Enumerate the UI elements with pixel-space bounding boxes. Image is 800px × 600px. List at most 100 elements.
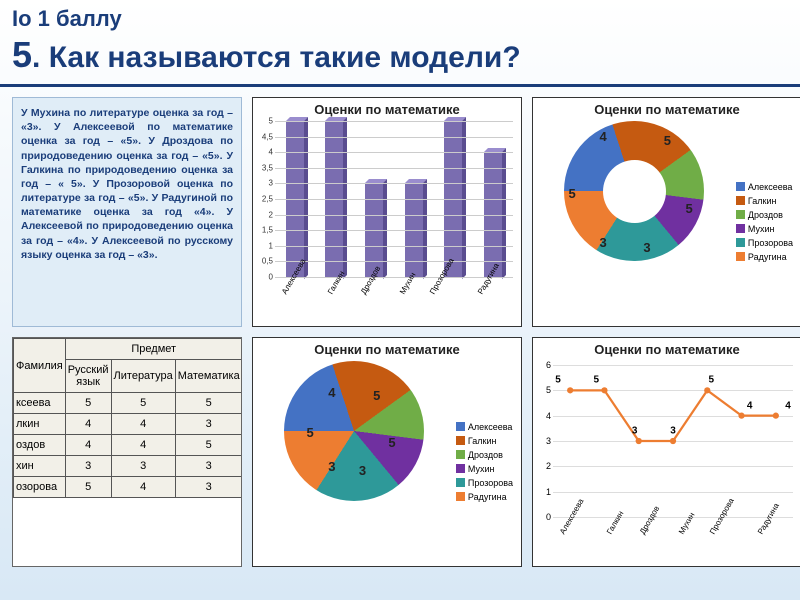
legend-item: Мухин — [456, 464, 513, 474]
bar-ytick: 3,5 — [262, 163, 273, 172]
donut-chart-title: Оценки по математике — [537, 102, 797, 117]
bar-ytick: 4,5 — [262, 132, 273, 141]
legend-label: Прозорова — [748, 238, 793, 248]
legend-item: Мухин — [736, 224, 793, 234]
table-cell: 4 — [65, 414, 111, 435]
legend-label: Алексеева — [748, 182, 793, 192]
slice-label: 5 — [373, 388, 380, 403]
table-row: ксеева555 — [14, 393, 243, 414]
line-ytick: 3 — [546, 436, 551, 446]
line-chart-card: Оценки по математике 0123456 5533544 Але… — [532, 337, 800, 567]
table-cell: 5 — [65, 477, 111, 498]
bar-ytick: 1,5 — [262, 226, 273, 235]
line-point-label: 4 — [785, 400, 791, 411]
bar-chart-title: Оценки по математике — [257, 102, 517, 117]
slice-label: 5 — [307, 425, 314, 440]
table-name-cell: оздов — [14, 435, 66, 456]
table-cell: 3 — [175, 477, 242, 498]
table-cell: 3 — [175, 456, 242, 477]
table-name-cell: озорова — [14, 477, 66, 498]
line-ytick: 2 — [546, 461, 551, 471]
slice-label: 5 — [664, 133, 671, 148]
legend-item: Прозорова — [456, 478, 513, 488]
grades-table: ФамилияПредметРусский языкЛитератураМате… — [13, 338, 242, 498]
table-group-header: Предмет — [65, 339, 242, 360]
pie-chart-plot: 553354 — [284, 361, 424, 501]
bar-ytick: 0,5 — [262, 257, 273, 266]
line-point-label: 5 — [555, 375, 561, 386]
pie-chart-cell: Оценки по математике 553354 АлексееваГал… — [252, 337, 522, 567]
bar-chart-xlabels: АлексееваГалкинДроздовМухинПрозороваРаду… — [275, 277, 513, 322]
line-ytick: 4 — [546, 411, 551, 421]
legend-label: Мухин — [748, 224, 775, 234]
table-name-cell: хин — [14, 456, 66, 477]
legend-label: Галкин — [468, 436, 497, 446]
bar-ytick: 0 — [269, 273, 273, 282]
legend-item: Дроздов — [456, 450, 513, 460]
legend-swatch — [456, 464, 465, 473]
line-chart-cell: Оценки по математике 0123456 5533544 Але… — [532, 337, 800, 567]
bar-ytick: 2,5 — [262, 195, 273, 204]
slide-grid: У Мухина по литературе оценка за год – «… — [0, 87, 800, 577]
table-column-header: Русский язык — [65, 360, 111, 393]
bar-chart-yaxis: 00,511,522,533,544,55 — [257, 121, 275, 277]
legend-swatch — [456, 450, 465, 459]
ring-chart — [284, 361, 424, 501]
table-row-header: Фамилия — [14, 339, 66, 393]
text-cell: У Мухина по литературе оценка за год – «… — [12, 97, 242, 327]
legend-swatch — [456, 436, 465, 445]
legend-item: Алексеева — [456, 422, 513, 432]
bar-chart-card: Оценки по математике 00,511,522,533,544,… — [252, 97, 522, 327]
table-cell: 5 — [175, 435, 242, 456]
line-ytick: 6 — [546, 360, 551, 370]
header-top-line: Io 1 баллу — [12, 6, 788, 32]
table-cell: 5 — [111, 393, 175, 414]
line-ytick: 5 — [546, 385, 551, 395]
bar-ytick: 5 — [269, 117, 273, 126]
line-chart-plot: 5533544 — [553, 365, 793, 517]
description-textbox: У Мухина по литературе оценка за год – «… — [12, 97, 242, 327]
legend-label: Дроздов — [748, 210, 783, 220]
table-cell: 3 — [111, 456, 175, 477]
legend-label: Радугина — [748, 252, 787, 262]
legend-swatch — [736, 238, 745, 247]
donut-chart-plot: 553354 — [564, 121, 704, 261]
legend-swatch — [456, 478, 465, 487]
slice-label: 3 — [359, 463, 366, 478]
line-chart-xlabels: АлексееваГалкинДроздовМухинПрозороваРаду… — [553, 517, 793, 562]
legend-label: Галкин — [748, 196, 777, 206]
line-point-label: 3 — [670, 426, 676, 437]
legend-label: Алексеева — [468, 422, 513, 432]
legend-swatch — [456, 422, 465, 431]
grades-table-frame: ФамилияПредметРусский языкЛитератураМате… — [12, 337, 242, 567]
table-cell: 4 — [111, 414, 175, 435]
pie-chart-card: Оценки по математике 553354 АлексееваГал… — [252, 337, 522, 567]
legend-item: Радугина — [456, 492, 513, 502]
question-number: 5 — [12, 34, 32, 75]
line-point-label: 3 — [632, 426, 638, 437]
header-main-line: 5. Как называются такие модели? — [12, 34, 788, 76]
table-cell: 4 — [111, 435, 175, 456]
legend-item: Галкин — [736, 196, 793, 206]
table-row: озорова543 — [14, 477, 243, 498]
table-row: лкин443 — [14, 414, 243, 435]
table-cell: 4 — [111, 477, 175, 498]
table-name-cell: лкин — [14, 414, 66, 435]
legend-swatch — [456, 492, 465, 501]
line-ytick: 1 — [546, 487, 551, 497]
bar-ytick: 4 — [269, 148, 273, 157]
line-point-label: 5 — [594, 375, 600, 386]
table-row: оздов445 — [14, 435, 243, 456]
slice-label: 5 — [686, 201, 693, 216]
question-text: Как называются такие модели? — [49, 41, 521, 74]
slice-label: 5 — [569, 186, 576, 201]
pie-chart-title: Оценки по математике — [257, 342, 517, 357]
table-column-header: Литература — [111, 360, 175, 393]
table-cell: 3 — [65, 456, 111, 477]
bar-ytick: 1 — [269, 241, 273, 250]
legend-swatch — [736, 210, 745, 219]
slice-label: 4 — [328, 385, 335, 400]
legend-swatch — [736, 252, 745, 261]
table-cell: 5 — [65, 393, 111, 414]
table-column-header: Математика — [175, 360, 242, 393]
